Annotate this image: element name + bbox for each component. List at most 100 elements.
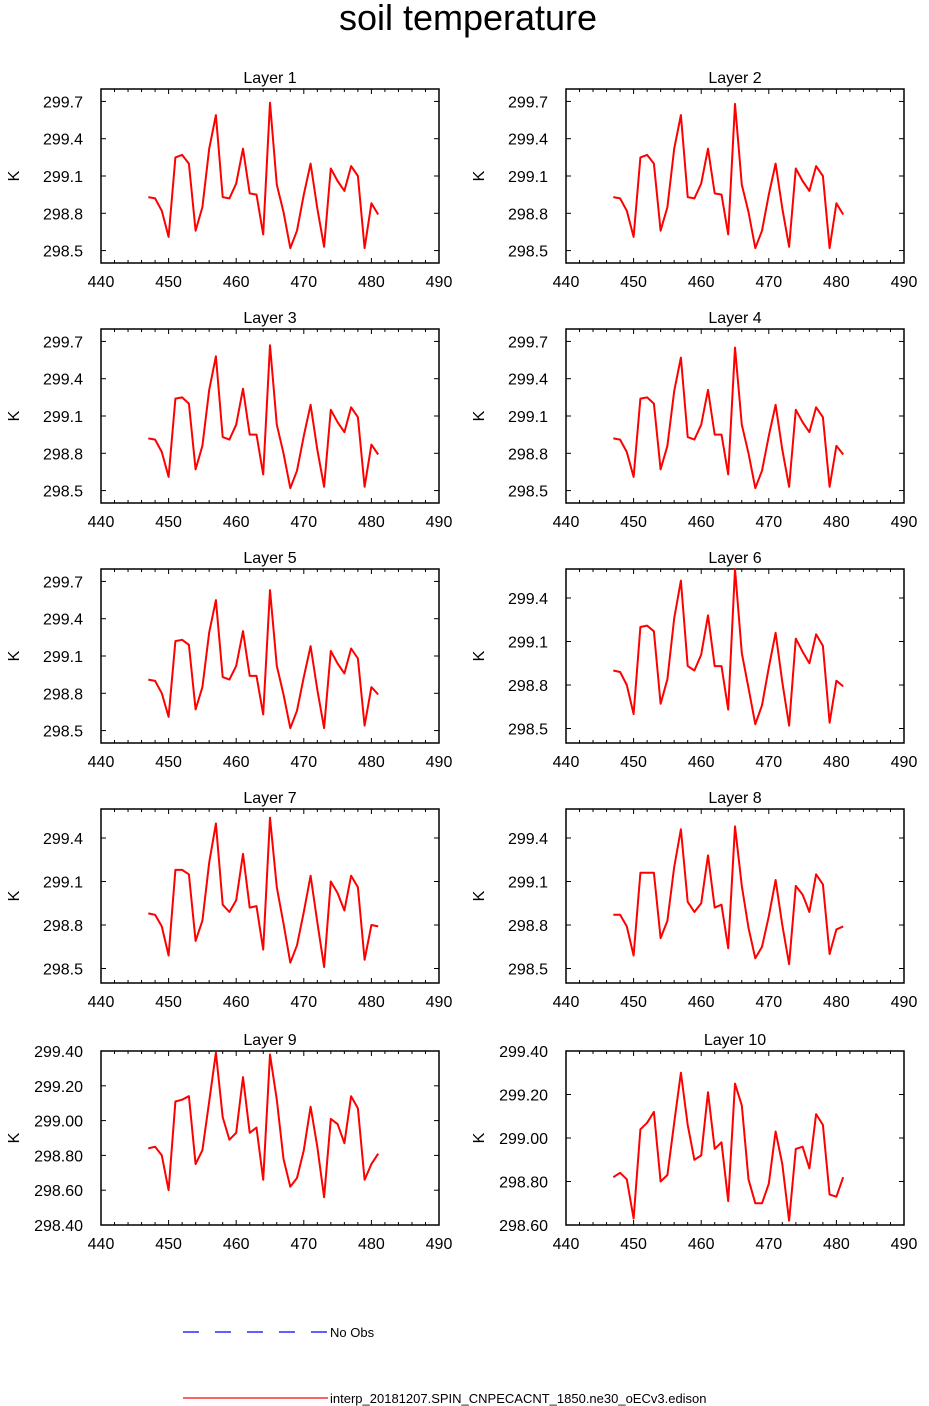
y-tick-label: 298.5 [43, 724, 83, 741]
x-tick-label: 440 [88, 994, 115, 1011]
x-tick-label: 450 [155, 274, 182, 291]
x-tick-label: 450 [155, 754, 182, 771]
y-tick-label: 298.5 [43, 962, 83, 979]
x-tick-label: 460 [223, 274, 250, 291]
y-tick-label: 298.8 [43, 446, 83, 463]
x-tick-label: 460 [688, 1236, 715, 1253]
x-tick-label: 450 [155, 994, 182, 1011]
y-tick-label: 299.40 [499, 1044, 548, 1061]
x-tick-label: 460 [223, 1236, 250, 1253]
x-tick-label: 450 [620, 994, 647, 1011]
x-tick-label: 480 [358, 994, 385, 1011]
x-tick-label: 490 [426, 274, 453, 291]
x-tick-label: 470 [755, 994, 782, 1011]
series-line [148, 818, 378, 967]
x-tick-label: 460 [223, 994, 250, 1011]
plot-frame [566, 569, 904, 743]
panel-title: Layer 7 [243, 790, 296, 807]
series-line [613, 348, 843, 489]
x-tick-label: 440 [88, 274, 115, 291]
y-axis-label: K [6, 1132, 23, 1143]
x-tick-label: 440 [88, 514, 115, 531]
y-tick-label: 299.1 [508, 875, 548, 892]
series-line [613, 1073, 843, 1221]
x-tick-label: 480 [823, 994, 850, 1011]
y-tick-label: 299.1 [43, 409, 83, 426]
legend: No Obs interp_20181207.SPIN_CNPECACNT_18… [183, 1325, 707, 1406]
y-tick-label: 298.40 [34, 1218, 83, 1235]
x-tick-label: 480 [358, 1236, 385, 1253]
x-tick-label: 490 [426, 514, 453, 531]
panel-title: Layer 4 [708, 310, 761, 327]
y-tick-label: 298.5 [43, 484, 83, 501]
x-tick-label: 460 [688, 994, 715, 1011]
y-tick-label: 298.5 [508, 484, 548, 501]
panel-layer-3: Layer 3 K 440 450 460 470 480 490 298.5 298.8 299.… [6, 310, 452, 531]
x-tick-label: 450 [155, 514, 182, 531]
x-tick-label: 490 [426, 754, 453, 771]
y-axis-label: K [471, 1132, 488, 1143]
y-tick-label: 299.4 [508, 132, 548, 149]
y-tick-label: 298.80 [34, 1148, 83, 1165]
x-tick-label: 470 [755, 754, 782, 771]
plot-frame [101, 1051, 439, 1225]
y-axis-label: K [6, 890, 23, 901]
panel-layer-1: Layer 1 K 440 450 460 470 480 490 298.5 298.8 299.… [6, 70, 452, 291]
x-tick-label: 490 [891, 274, 918, 291]
x-tick-label: 460 [688, 514, 715, 531]
y-tick-label: 298.80 [499, 1175, 548, 1192]
panel-title: Layer 3 [243, 310, 296, 327]
panel-title: Layer 2 [708, 70, 761, 87]
y-tick-label: 299.7 [508, 334, 548, 351]
y-tick-label: 299.1 [43, 875, 83, 892]
x-tick-label: 450 [620, 1236, 647, 1253]
panel-layer-7: Layer 7 K 440 450 460 470 480 490 298.5 298.8 299.… [6, 790, 452, 1011]
x-tick-label: 460 [223, 514, 250, 531]
figure-title: soil temperature [339, 0, 597, 38]
panel-layer-10: Layer 10 K 440 450 460 470 480 490 298.60 298.80 2… [471, 1032, 917, 1253]
series-line [148, 590, 378, 728]
y-tick-label: 299.7 [43, 574, 83, 591]
x-tick-label: 470 [290, 994, 317, 1011]
panel-layer-6: Layer 6 K 440 450 460 470 480 490 298.5 298.8 299.… [471, 550, 917, 771]
y-tick-label: 299.4 [43, 132, 83, 149]
series-line [148, 345, 378, 488]
y-tick-label: 298.8 [43, 686, 83, 703]
y-tick-label: 299.20 [499, 1088, 548, 1105]
x-tick-label: 450 [620, 754, 647, 771]
panel-title: Layer 5 [243, 550, 296, 567]
panel-title: Layer 1 [243, 70, 296, 87]
x-tick-label: 490 [891, 1236, 918, 1253]
panel-title: Layer 8 [708, 790, 761, 807]
x-tick-label: 470 [755, 514, 782, 531]
y-tick-label: 299.1 [43, 649, 83, 666]
y-tick-label: 299.1 [508, 169, 548, 186]
x-tick-label: 440 [88, 754, 115, 771]
series-line [613, 826, 843, 964]
x-tick-label: 460 [688, 754, 715, 771]
x-tick-label: 470 [290, 274, 317, 291]
x-tick-label: 450 [620, 274, 647, 291]
x-tick-label: 480 [823, 1236, 850, 1253]
y-tick-label: 298.5 [43, 244, 83, 261]
y-axis-label: K [471, 410, 488, 421]
y-axis-label: K [6, 650, 23, 661]
x-tick-label: 440 [553, 1236, 580, 1253]
y-axis-label: K [471, 890, 488, 901]
y-tick-label: 299.00 [34, 1114, 83, 1131]
x-tick-label: 480 [823, 754, 850, 771]
y-tick-label: 299.4 [508, 831, 548, 848]
panel-layer-2: Layer 2 K 440 450 460 470 480 490 298.5 298.8 299.… [471, 70, 917, 291]
y-tick-label: 298.8 [508, 206, 548, 223]
y-tick-label: 298.60 [34, 1183, 83, 1200]
x-tick-label: 440 [553, 514, 580, 531]
x-tick-label: 470 [755, 1236, 782, 1253]
panel-title: Layer 10 [704, 1032, 766, 1049]
y-tick-label: 299.00 [499, 1131, 548, 1148]
panels: Layer 1 K 440 450 460 470 480 490 298.5 298.8 299.… [6, 70, 917, 1253]
y-tick-label: 298.8 [508, 446, 548, 463]
x-tick-label: 470 [755, 274, 782, 291]
panel-title: Layer 9 [243, 1032, 296, 1049]
y-tick-label: 299.4 [43, 831, 83, 848]
x-tick-label: 490 [891, 514, 918, 531]
